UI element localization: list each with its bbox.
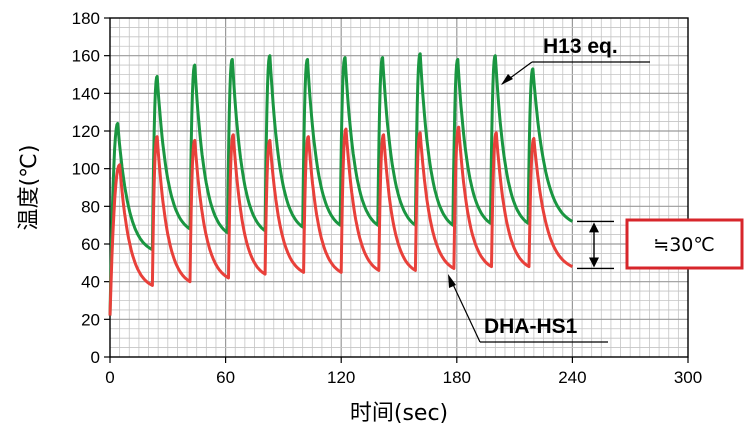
x-axis-title: 时间(sec) bbox=[350, 401, 448, 426]
y-axis-title: 温度(℃) bbox=[17, 145, 42, 231]
y-tick-label: 20 bbox=[81, 310, 100, 329]
plot-frame bbox=[109, 17, 689, 358]
dha-leader bbox=[449, 277, 481, 343]
x-tick-label: 240 bbox=[558, 368, 586, 387]
h13-arrowhead bbox=[501, 74, 513, 85]
y-tick-label: 60 bbox=[81, 235, 100, 254]
x-tick-label: 60 bbox=[216, 368, 235, 387]
delta-arrowhead-down bbox=[589, 257, 599, 268]
series-lines bbox=[108, 52, 574, 316]
dha-arrowhead bbox=[448, 274, 456, 288]
delta-box bbox=[625, 218, 744, 270]
grid-lines bbox=[110, 18, 688, 357]
delta-arrowhead-up bbox=[589, 222, 599, 233]
y-tick-label: 0 bbox=[91, 348, 100, 367]
h13-label: H13 eq. bbox=[543, 35, 618, 58]
y-tick-label: 120 bbox=[72, 122, 100, 141]
axes bbox=[104, 17, 689, 363]
y-tick-label: 100 bbox=[72, 160, 100, 179]
series-line-h13 bbox=[108, 52, 574, 316]
delta-annotation: ≒30℃ bbox=[577, 218, 744, 270]
dha-label: DHA-HS1 bbox=[484, 315, 578, 338]
y-tick-label: 80 bbox=[81, 197, 100, 216]
series-line-dha-hs1 bbox=[108, 125, 574, 316]
y-tick-label: 160 bbox=[72, 47, 100, 66]
tick-labels: 0 60 120 180 240 300 0 20 40 60 80 100 120 140 160 180 bbox=[72, 9, 703, 387]
y-tick-label: 140 bbox=[72, 84, 100, 103]
delta-text: ≒30℃ bbox=[653, 234, 714, 256]
series-labels: H13 eq. DHA-HS1 bbox=[448, 35, 650, 343]
x-tick-label: 0 bbox=[105, 368, 114, 387]
y-tick-label: 180 bbox=[72, 9, 100, 28]
x-tick-label: 180 bbox=[443, 368, 471, 387]
y-tick-label: 40 bbox=[81, 273, 100, 292]
x-tick-label: 120 bbox=[327, 368, 355, 387]
x-tick-label: 300 bbox=[674, 368, 702, 387]
